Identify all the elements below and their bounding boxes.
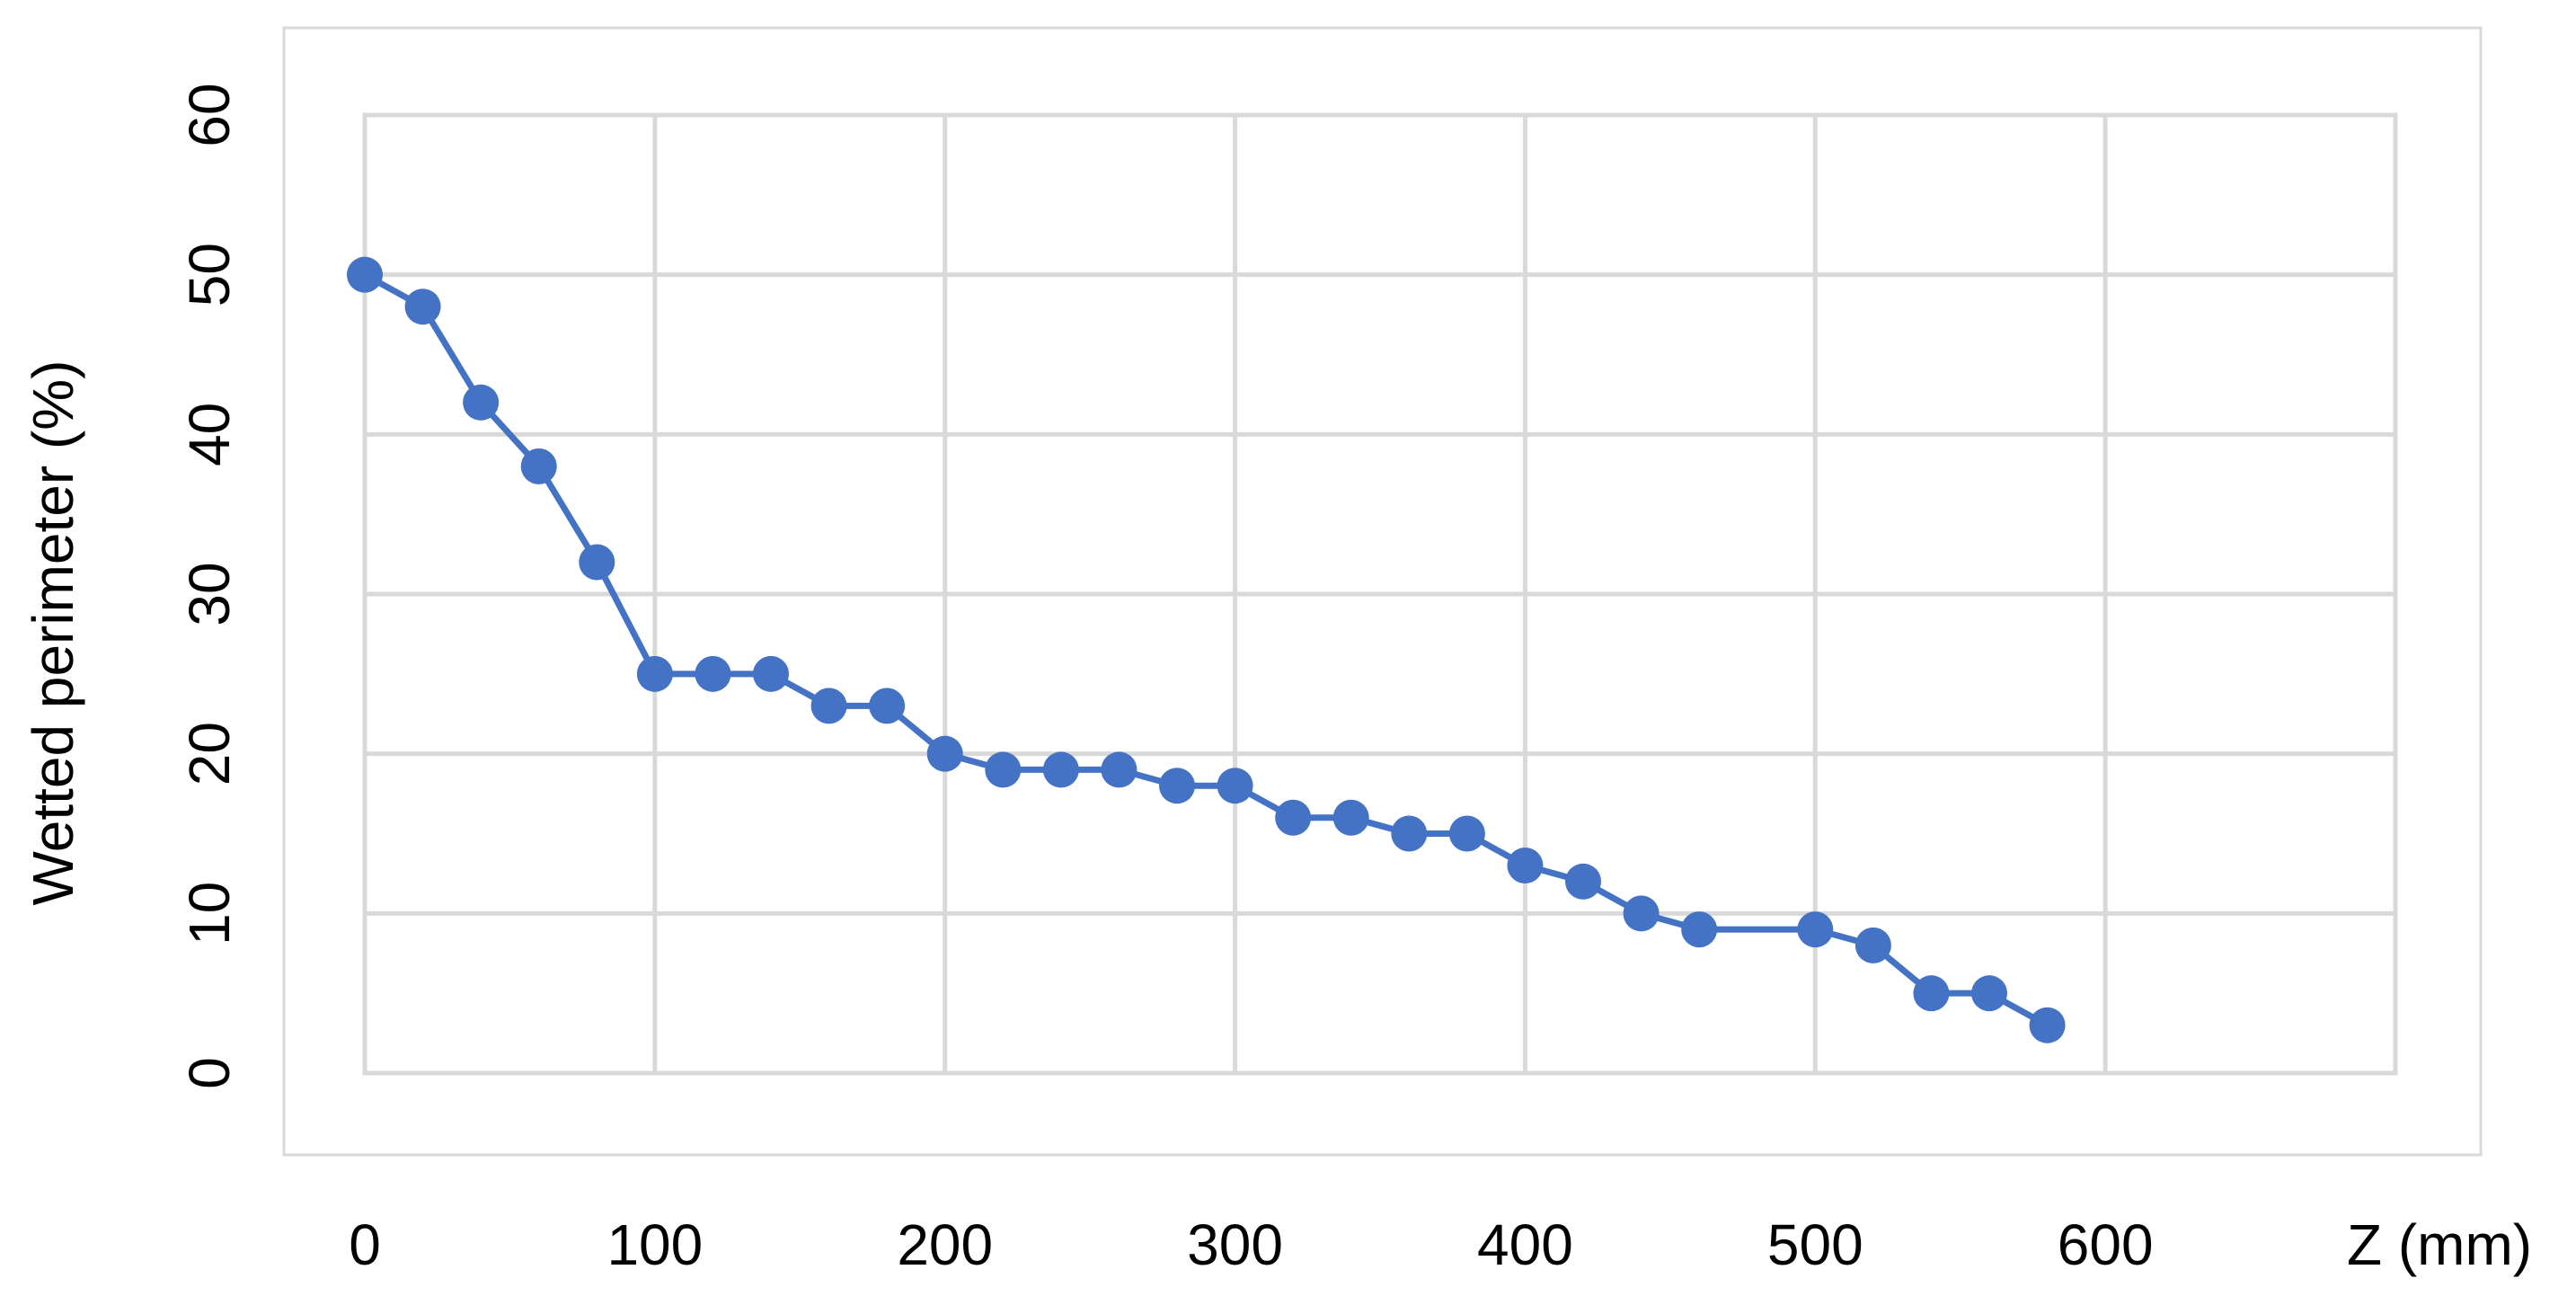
y-tick-label: 60 — [177, 83, 242, 146]
data-point — [1565, 863, 1601, 900]
x-tick-label: 600 — [2058, 1212, 2154, 1277]
data-point — [1448, 815, 1485, 852]
data-point — [636, 655, 673, 692]
x-tick-label: 200 — [897, 1212, 993, 1277]
x-tick-label: 500 — [1767, 1212, 1863, 1277]
x-tick-label: 0 — [349, 1212, 381, 1277]
data-point — [1391, 815, 1428, 852]
data-point — [869, 688, 906, 724]
x-axis-label: Z (mm) — [2347, 1212, 2532, 1277]
data-point — [579, 544, 615, 581]
data-point — [520, 448, 557, 484]
data-point — [753, 655, 789, 692]
x-tick-label: 100 — [606, 1212, 703, 1277]
data-point — [2029, 1007, 2066, 1043]
chart-frame — [282, 26, 2483, 1157]
data-point — [1855, 927, 1891, 963]
y-tick-label: 10 — [177, 882, 242, 946]
y-tick-label: 30 — [177, 562, 242, 626]
data-point — [985, 751, 1022, 788]
data-point — [1042, 751, 1079, 788]
data-point — [1275, 799, 1312, 836]
x-tick-label: 300 — [1187, 1212, 1283, 1277]
data-point — [1332, 799, 1369, 836]
data-point — [1797, 911, 1834, 948]
data-point — [1681, 911, 1718, 948]
y-tick-label: 0 — [177, 1057, 242, 1089]
data-point — [1623, 895, 1660, 932]
data-point — [1971, 975, 2007, 1012]
x-tick-label: 400 — [1477, 1212, 1573, 1277]
y-tick-label: 50 — [177, 243, 242, 306]
y-tick-label: 40 — [177, 403, 242, 466]
data-point — [347, 256, 383, 293]
data-point — [1507, 848, 1544, 884]
data-point — [1101, 751, 1138, 788]
data-point — [1159, 768, 1195, 804]
y-axis-label: Wetted perimeter (%) — [21, 360, 85, 906]
data-point — [1217, 768, 1253, 804]
data-point — [463, 384, 500, 421]
data-point — [695, 655, 731, 692]
data-point — [926, 735, 963, 772]
data-point — [404, 289, 441, 325]
y-tick-label: 20 — [177, 722, 242, 786]
data-point — [1913, 975, 1950, 1012]
data-point — [810, 688, 847, 724]
